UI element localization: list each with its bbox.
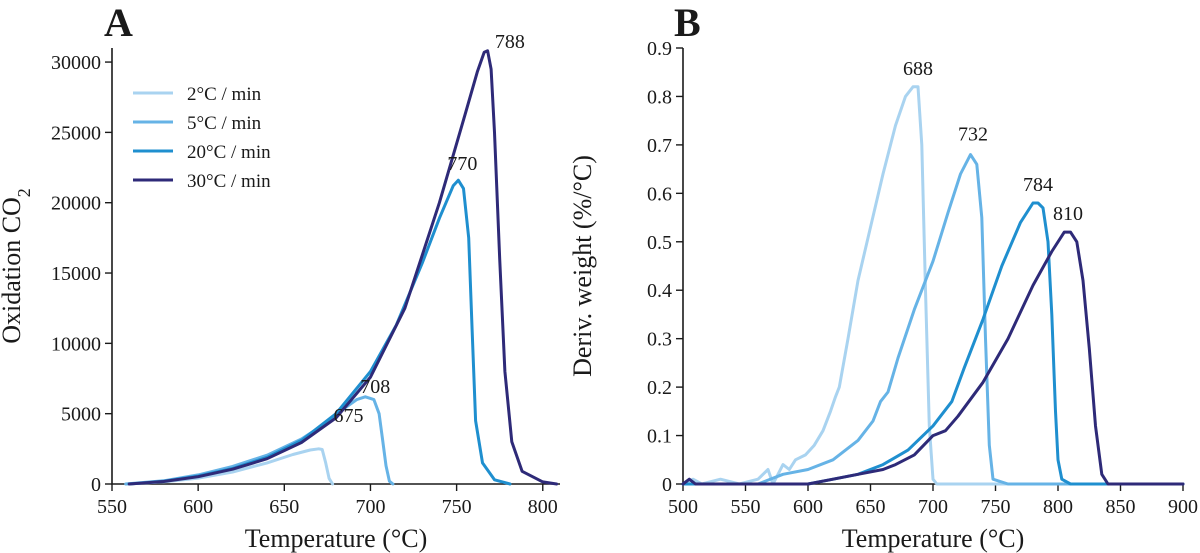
- panel-a-peak-label-2: 708: [360, 376, 390, 398]
- panel-b-x-tick-label: 800: [1043, 496, 1073, 518]
- panel-b-peak-label-4: 810: [1053, 203, 1083, 225]
- panel-b-y-tick-label: 0.6: [647, 183, 672, 205]
- panel-b-series-line-2: [681, 153, 1185, 486]
- panel-b-y-tick-label: 0.9: [647, 38, 672, 60]
- panel-b-y-tick-label: 0.8: [647, 86, 672, 108]
- panel-b-y-tick-label: 0.1: [647, 426, 672, 448]
- panel-a-letter: A: [104, 0, 133, 45]
- panel-a-y-tick-label: 30000: [51, 52, 101, 74]
- panel-a-y-tick-label: 15000: [51, 263, 101, 285]
- panel-a-x-tick-label: 600: [183, 496, 213, 518]
- panel-a-x-tick-label: 650: [269, 496, 299, 518]
- panel-b-x-tick-label: 750: [981, 496, 1011, 518]
- panel-b-y-tick-label: 0: [662, 474, 672, 496]
- panel-a-x-tick-label: 750: [442, 496, 472, 518]
- panel-a-y-axis-label-subscript: 2: [14, 188, 34, 197]
- panel-a-y-tick-label: 10000: [51, 333, 101, 355]
- panel-b-y-tick-label: 0.7: [647, 135, 672, 157]
- panel-b-letter: B: [674, 0, 701, 45]
- chart-panel-b: 500 550 600 650 700 750 800 850 900 0 0.1 0.2 0.3 0.4…: [568, 38, 1198, 553]
- panel-a-x-tick-label: 700: [355, 496, 385, 518]
- panel-a-peak-label-1: 675: [333, 405, 363, 427]
- panel-b-x-tick-label: 900: [1168, 496, 1198, 518]
- panel-b-x-axis-label: Temperature (°C): [842, 524, 1025, 553]
- panel-a-peak-label-4: 788: [495, 31, 525, 53]
- panel-a-y-tick-label: 20000: [51, 193, 101, 215]
- panel-b-y-axis-label: Deriv. weight (%/°C): [568, 155, 597, 377]
- panel-a-x-tick-label: 550: [97, 496, 127, 518]
- panel-b-axes: [682, 48, 1183, 485]
- chart-panel-a: 550 600 650 700 750 8000500010000150002000025…: [0, 31, 560, 553]
- panel-b-x-tick-label: 850: [1106, 496, 1136, 518]
- legend-label-3: 20°C / min: [187, 142, 271, 163]
- panel-a-series-line-3: [127, 178, 512, 486]
- panel-b-x-tick-label: 650: [856, 496, 886, 518]
- panel-b-y-tick-label: 0.3: [647, 329, 672, 351]
- panel-b-series-line-4: [681, 230, 1185, 486]
- panel-b-y-tick-label: 0.4: [647, 280, 672, 302]
- panel-a-series-line-4: [127, 49, 559, 486]
- panel-a-y-tick-label: 0: [91, 474, 101, 496]
- panel-b-peak-label-3: 784: [1023, 174, 1053, 196]
- panel-a-x-tick-label: 800: [528, 496, 558, 518]
- panel-a-y-tick-label: 5000: [61, 404, 101, 426]
- panel-b-peak-label-1: 688: [903, 58, 933, 80]
- panel-b-series-line-3: [681, 201, 1185, 486]
- legend-label-2: 5°C / min: [187, 113, 262, 134]
- panel-a-peak-label-3: 770: [447, 153, 477, 175]
- panel-a-y-tick-label: 25000: [51, 122, 101, 144]
- panel-a-x-axis-label: Temperature (°C): [245, 524, 428, 553]
- panel-b-x-tick-label: 550: [731, 496, 761, 518]
- panel-b-peak-label-2: 732: [958, 124, 988, 146]
- legend-label-4: 30°C / min: [187, 171, 271, 192]
- panel-b-x-tick-label: 500: [668, 496, 698, 518]
- panel-b-x-tick-label: 600: [793, 496, 823, 518]
- panel-a-y-axis-label: Oxidation CO2: [0, 188, 34, 344]
- legend-label-1: 2°C / min: [187, 84, 262, 105]
- panel-b-x-tick-label: 700: [918, 496, 948, 518]
- panel-a-series-line-2: [124, 395, 395, 486]
- panel-b-series-line-1: [681, 85, 1185, 486]
- panel-b-y-tick-label: 0.5: [647, 232, 672, 254]
- panel-b-y-tick-label: 0.2: [647, 377, 672, 399]
